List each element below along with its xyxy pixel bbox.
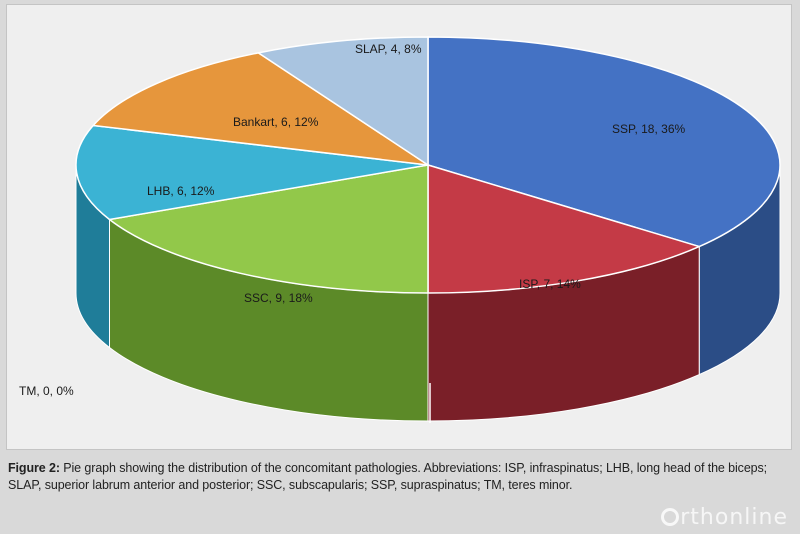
slice-label-ssp: SSP, 18, 36% <box>612 122 685 136</box>
chart-frame: SSP, 18, 36% ISP, 7, 14% TM, 0, 0% SSC, 9, … <box>6 4 792 450</box>
slice-label-isp: ISP, 7, 14% <box>519 277 581 291</box>
watermark-logo-icon <box>661 508 680 526</box>
figure-label: Figure 2: <box>8 461 60 475</box>
slice-label-ssc: SSC, 9, 18% <box>244 291 313 305</box>
pie-slice-ssp <box>427 36 781 248</box>
watermark-text: rthonline <box>680 505 788 530</box>
slice-label-bankart: Bankart, 6, 12% <box>233 115 319 129</box>
pie-slice-lhb <box>75 124 429 221</box>
pie-slice-isp <box>427 164 700 294</box>
caption-text: Pie graph showing the distribution of th… <box>8 461 768 492</box>
pie-chart: SSP, 18, 36% ISP, 7, 14% TM, 0, 0% SSC, 9, … <box>19 36 781 423</box>
slice-label-tm: TM, 0, 0% <box>19 384 74 398</box>
slice-label-lhb: LHB, 6, 12% <box>147 184 215 198</box>
pie-slice-slap <box>257 36 429 166</box>
slice-label-slap: SLAP, 4, 8% <box>355 42 422 56</box>
watermark: rthonline <box>661 505 788 530</box>
figure-caption: Figure 2: Pie graph showing the distribu… <box>8 460 794 494</box>
pie-slice-bankart <box>92 52 429 166</box>
pie-slice-ssc <box>108 164 429 294</box>
